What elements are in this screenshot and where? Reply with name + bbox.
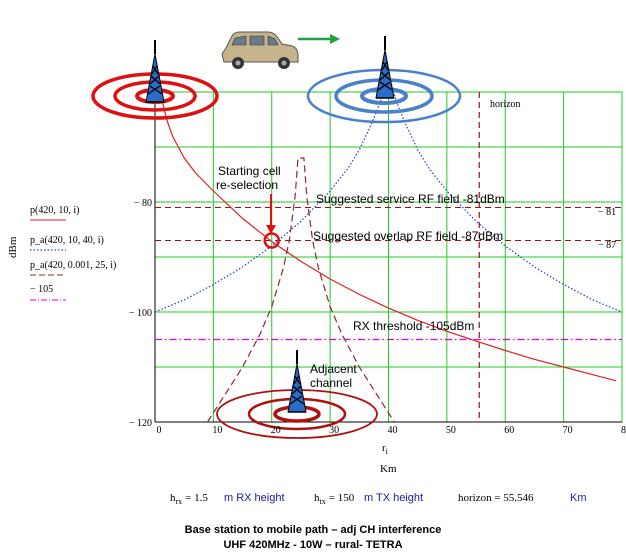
x-tick-label: 20 [271,425,281,436]
legend-label-pa1: p_a(420, 10, 40, i) [30,235,104,246]
annotation-adjacent-line2: channel [310,376,352,390]
x-tick-label: 60 [504,425,514,436]
legend-label-pa2: p_a(420, 0.001, 25, i) [30,260,116,271]
x-axis-unit: Km [380,463,397,475]
annotation-overlap: Suggested overlap RF field -87dBm [313,229,503,243]
caption-line1: Base station to mobile path – adj CH int… [184,524,442,536]
marker-label-81: − 81 [598,207,616,218]
x-tick-label: 0 [157,425,162,436]
annotation-adjacent-line1: Adjacent [310,362,357,376]
start-point-marker [263,232,280,249]
hrx-description: m RX height [224,492,285,504]
caption-line2: UHF 420MHz - 10W – rural- TETRA [223,539,403,551]
x-tick-label: 10 [212,425,222,436]
y-axis-label: dBm [7,236,19,258]
x-tick-label: 80 [621,425,626,436]
legend-label-105: − 105 [30,284,53,295]
y-tick-label: − 120 [129,418,152,429]
x-tick-label: 70 [563,425,573,436]
marker-label-87: − 87 [598,240,616,251]
reference-lines [155,92,622,422]
start-arrow [266,194,276,234]
x-tick-label: 50 [446,425,456,436]
series-line-0 [157,80,617,382]
annotation-start-cell-line2: re-selection [216,178,278,192]
hrx-param: hrx = 1.5 [170,492,208,506]
annotation-service: Suggested service RF field -81dBm [316,192,505,206]
horizon-label: horizon [490,99,521,110]
car-icon [221,31,299,69]
y-tick-label: − 80 [134,198,152,209]
htx-description: m TX height [364,492,423,504]
tower-icon [145,39,165,103]
legend-label-p: p(420, 10, i) [30,205,79,216]
tower-icon [375,35,395,99]
x-tick-label: 30 [329,425,339,436]
x-tick-label: 40 [388,425,398,436]
annotation-rx-threshold: RX threshold -105dBm [353,319,474,333]
y-tick-label: − 100 [129,308,152,319]
horizon-param: horizon = 55.546 [458,492,534,504]
htx-param: htx = 150 [314,492,355,506]
x-axis-label: ri [382,442,389,456]
parameter-row: hrx = 1.5 m RX height htx = 150 m TX heigh… [170,492,587,506]
arrow-right-icon [298,34,340,44]
annotation-start-cell-line1: Starting cell [218,164,281,178]
x-tick-labels: 0 10 20 30 40 50 60 70 80 [157,425,626,436]
horizon-unit: Km [570,492,587,504]
legend: p(420, 10, i) p_a(420, 10, 40, i) p_a(42… [30,205,116,301]
y-tick-labels: − 80 − 100 − 120 [129,198,152,429]
